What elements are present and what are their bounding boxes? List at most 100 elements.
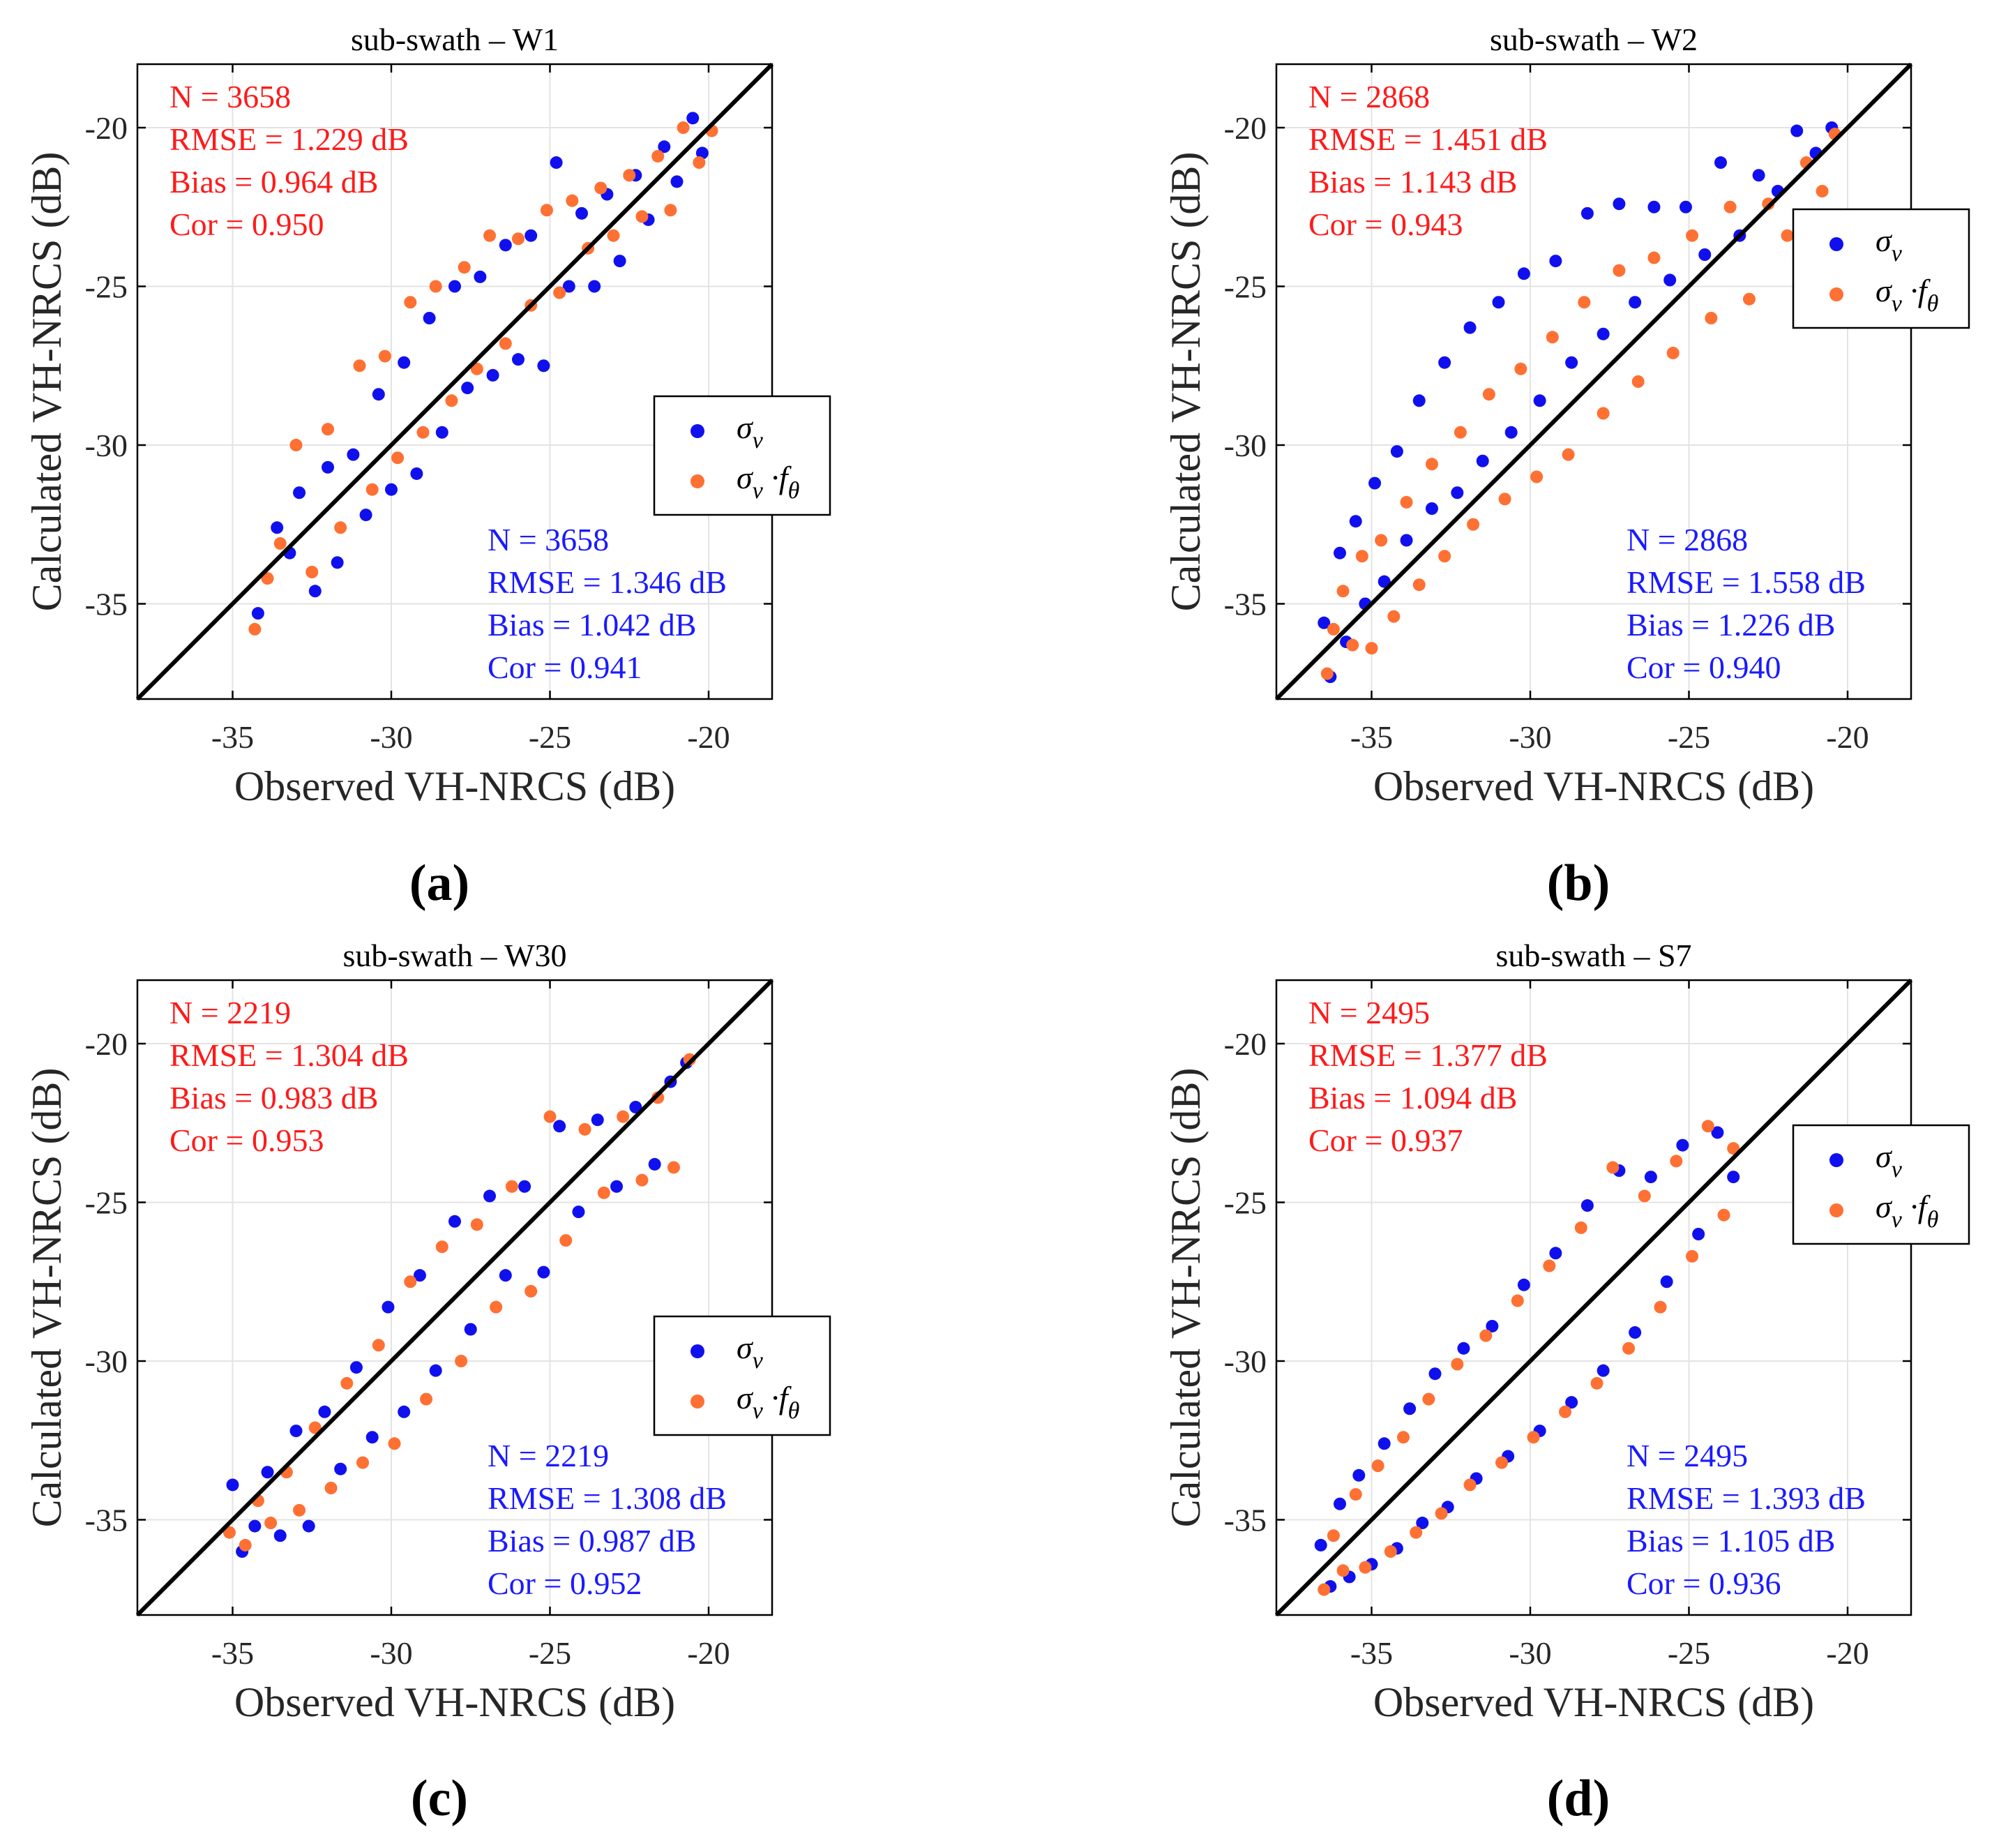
y-tick-label: -30	[85, 428, 128, 463]
point-sigma-v	[1790, 124, 1804, 137]
point-sigma-v	[512, 353, 524, 366]
point-sigma-v-f	[289, 439, 303, 451]
y-tick-label: -20	[1224, 110, 1267, 146]
point-sigma-v	[318, 1405, 331, 1418]
point-sigma-v	[398, 356, 411, 369]
x-tick-label: -25	[1668, 1635, 1710, 1671]
point-sigma-v-f	[1327, 622, 1340, 636]
x-tick-label: -35	[1350, 719, 1393, 755]
y-tick-label: -35	[85, 1503, 128, 1538]
point-sigma-v-f	[1359, 1561, 1372, 1574]
legend-box	[1792, 1124, 1970, 1245]
point-sigma-v-f	[683, 1053, 696, 1066]
point-sigma-v	[1613, 197, 1626, 211]
x-tick-label: -20	[687, 1635, 730, 1671]
y-tick-label: -35	[1224, 1503, 1267, 1538]
point-sigma-v-f	[483, 229, 497, 242]
point-sigma-v-f	[1686, 229, 1699, 242]
point-sigma-v-f	[693, 156, 706, 170]
point-sigma-v-f	[1336, 1564, 1350, 1577]
point-sigma-v	[1692, 1228, 1705, 1240]
x-tick-label: -35	[211, 719, 254, 755]
stats-sigma-v-f-cor: Cor = 0.953	[169, 1122, 324, 1158]
point-sigma-v	[629, 1101, 642, 1113]
point-sigma-v-f	[353, 359, 366, 373]
y-axis-label: Calculated VH-NRCS (dB)	[1163, 1068, 1209, 1528]
legend-marker-sigma-v-f	[690, 1395, 704, 1408]
point-sigma-v-f	[420, 1392, 433, 1406]
stats-sigma-v-f-rmse: RMSE = 1.377 dB	[1308, 1037, 1548, 1073]
point-sigma-v	[293, 486, 306, 499]
point-sigma-v-f	[1717, 1208, 1730, 1222]
x-tick-label: -30	[1509, 719, 1551, 755]
point-sigma-v	[572, 1205, 585, 1219]
point-sigma-v	[695, 147, 709, 160]
y-axis-label: Calculated VH-NRCS (dB)	[24, 1068, 70, 1528]
axes-frame	[1275, 63, 1912, 700]
point-sigma-v-f	[1574, 1221, 1587, 1234]
point-sigma-v-f	[1647, 251, 1661, 264]
point-sigma-v-f	[1365, 642, 1378, 655]
point-sigma-v	[1698, 248, 1712, 261]
x-tick-label: -20	[1826, 719, 1869, 755]
point-sigma-v-f	[458, 261, 471, 274]
x-tick-label: -30	[1509, 1635, 1551, 1671]
stats-sigma-v-f-bias: Bias = 1.143 dB	[1308, 164, 1517, 200]
point-sigma-v-f	[324, 1482, 338, 1494]
point-sigma-v-f	[1530, 470, 1544, 483]
point-sigma-v-f	[490, 1300, 503, 1314]
y-axis-label: Calculated VH-NRCS (dB)	[24, 152, 70, 612]
point-sigma-v-f	[1511, 1294, 1524, 1307]
point-sigma-v	[1368, 476, 1382, 490]
point-sigma-v-f	[1349, 1488, 1362, 1501]
y-tick-label: -30	[1224, 1344, 1267, 1379]
point-sigma-v-f	[1422, 1392, 1435, 1406]
stats-sigma-v-bias: Bias = 1.042 dB	[488, 607, 696, 643]
stats-sigma-v-bias: Bias = 1.226 dB	[1627, 607, 1835, 643]
point-sigma-v	[1752, 169, 1765, 182]
point-sigma-v-f	[1482, 388, 1495, 401]
chart-panel-3: -35 -30 -25 -20 -35 -30 -25 -20 sub-swath – W30 O…	[24, 938, 831, 1725]
point-sigma-v-f	[273, 537, 287, 550]
point-sigma-v	[410, 467, 423, 480]
x-tick-label: -25	[529, 719, 571, 755]
legend: σv σv ·fθ	[1792, 1124, 1970, 1245]
point-sigma-v-f	[559, 1234, 573, 1247]
point-sigma-v	[331, 556, 344, 569]
point-sigma-v	[464, 1323, 477, 1336]
point-sigma-v	[385, 483, 398, 496]
point-sigma-v-f	[378, 350, 391, 363]
point-sigma-v-f	[1613, 264, 1626, 277]
point-sigma-v	[1597, 1364, 1610, 1377]
point-sigma-v	[588, 280, 601, 293]
point-sigma-v	[1403, 1402, 1417, 1415]
point-sigma-v-f	[1666, 347, 1680, 360]
axes-frame	[1275, 979, 1912, 1616]
point-sigma-v	[1679, 200, 1692, 213]
stats-sigma-v-rmse: RMSE = 1.346 dB	[488, 564, 727, 600]
point-sigma-v	[537, 359, 550, 373]
point-sigma-v	[349, 1361, 363, 1374]
point-sigma-v	[251, 607, 264, 620]
legend-label-sigma-v-f: σv ·fθ	[737, 460, 799, 504]
point-sigma-v	[382, 1300, 395, 1314]
stats-sigma-v-rmse: RMSE = 1.393 dB	[1627, 1480, 1866, 1516]
point-sigma-v-f	[1435, 1507, 1448, 1520]
point-sigma-v	[1486, 1319, 1499, 1332]
stats-sigma-v-n: N = 2495	[1627, 1438, 1748, 1473]
point-sigma-v	[562, 280, 575, 293]
point-sigma-v	[413, 1269, 426, 1282]
stats-sigma-v-f-bias: Bias = 0.983 dB	[169, 1080, 378, 1115]
point-sigma-v-f	[365, 483, 379, 496]
point-sigma-v	[1390, 445, 1403, 458]
point-sigma-v-f	[1590, 1376, 1603, 1390]
point-sigma-v	[448, 280, 461, 293]
point-sigma-v-f	[1412, 578, 1426, 592]
point-sigma-v	[550, 156, 563, 170]
scatter-points	[222, 1053, 696, 1558]
point-sigma-v-f	[1318, 1583, 1331, 1596]
point-sigma-v	[591, 1113, 604, 1127]
point-sigma-v-f	[1562, 448, 1575, 461]
legend-marker-sigma-v	[690, 1344, 704, 1358]
stats-sigma-v-f-rmse: RMSE = 1.304 dB	[169, 1037, 409, 1073]
